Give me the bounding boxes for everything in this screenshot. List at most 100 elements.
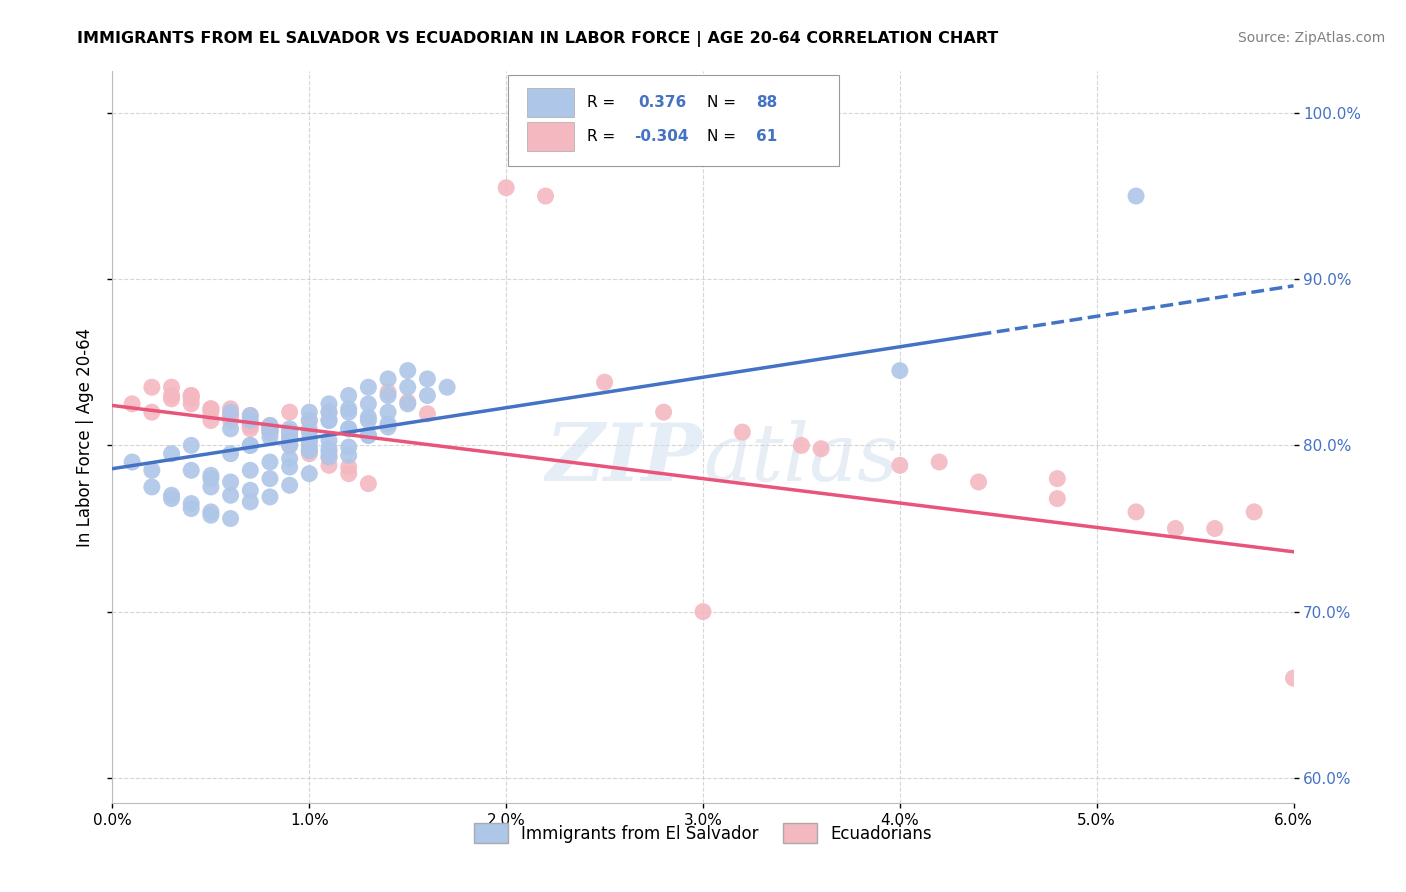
Point [1243, 505, 1265, 519]
Point [278, 425, 301, 439]
Point [396, 395, 419, 409]
Point [160, 388, 183, 402]
Point [416, 372, 439, 386]
Point [318, 458, 340, 473]
Point [141, 480, 163, 494]
Point [337, 448, 360, 462]
Point [1125, 505, 1147, 519]
Y-axis label: In Labor Force | Age 20-64: In Labor Force | Age 20-64 [76, 327, 94, 547]
Point [318, 413, 340, 427]
Point [200, 401, 222, 416]
Point [337, 405, 360, 419]
Point [377, 417, 399, 431]
Point [180, 388, 202, 402]
Point [239, 418, 262, 433]
Text: 0.376: 0.376 [638, 95, 686, 111]
Point [318, 413, 340, 427]
Point [219, 422, 242, 436]
Point [219, 405, 242, 419]
Point [298, 434, 321, 448]
Point [278, 430, 301, 444]
Point [259, 425, 281, 439]
Text: N =: N = [707, 129, 735, 144]
Point [416, 388, 439, 402]
Point [180, 388, 202, 402]
Point [337, 460, 360, 475]
Point [239, 413, 262, 427]
Point [278, 405, 301, 419]
Point [298, 425, 321, 439]
Point [259, 418, 281, 433]
Point [121, 455, 143, 469]
Point [239, 483, 262, 498]
Point [239, 438, 262, 452]
Point [298, 443, 321, 458]
Point [357, 380, 380, 394]
Point [278, 438, 301, 452]
Point [1164, 521, 1187, 535]
Point [141, 405, 163, 419]
Text: 61: 61 [756, 129, 778, 144]
Text: IMMIGRANTS FROM EL SALVADOR VS ECUADORIAN IN LABOR FORCE | AGE 20-64 CORRELATION: IMMIGRANTS FROM EL SALVADOR VS ECUADORIA… [77, 31, 998, 47]
FancyBboxPatch shape [527, 88, 574, 118]
Point [357, 428, 380, 442]
Point [298, 405, 321, 419]
Point [259, 430, 281, 444]
Point [357, 413, 380, 427]
Point [337, 467, 360, 481]
Point [928, 455, 950, 469]
Point [318, 442, 340, 456]
Point [239, 409, 262, 423]
Point [1046, 472, 1069, 486]
Point [298, 413, 321, 427]
Point [396, 363, 419, 377]
Point [259, 422, 281, 436]
Point [180, 501, 202, 516]
Point [278, 451, 301, 466]
Point [180, 463, 202, 477]
Point [200, 413, 222, 427]
Point [219, 413, 242, 427]
Point [259, 425, 281, 439]
Point [298, 434, 321, 448]
Point [298, 447, 321, 461]
Point [200, 508, 222, 523]
Point [219, 409, 242, 423]
Point [593, 375, 616, 389]
Text: R =: R = [588, 129, 620, 144]
Point [967, 475, 990, 489]
Point [160, 380, 183, 394]
Text: Source: ZipAtlas.com: Source: ZipAtlas.com [1237, 31, 1385, 45]
Point [377, 385, 399, 400]
Point [219, 511, 242, 525]
Point [239, 463, 262, 477]
Point [337, 422, 360, 436]
Point [298, 438, 321, 452]
Point [259, 418, 281, 433]
Point [357, 410, 380, 425]
Point [318, 397, 340, 411]
Point [180, 397, 202, 411]
Point [889, 363, 911, 377]
Point [357, 428, 380, 442]
Point [219, 488, 242, 502]
Point [259, 490, 281, 504]
Point [141, 463, 163, 477]
Point [318, 405, 340, 419]
Point [160, 491, 183, 506]
Point [1125, 189, 1147, 203]
Point [357, 397, 380, 411]
Point [219, 409, 242, 423]
Point [318, 445, 340, 459]
Point [160, 392, 183, 406]
Point [357, 476, 380, 491]
Point [239, 418, 262, 433]
Legend: Immigrants from El Salvador, Ecuadorians: Immigrants from El Salvador, Ecuadorians [468, 817, 938, 849]
Point [160, 488, 183, 502]
Point [298, 467, 321, 481]
Point [298, 443, 321, 458]
Point [141, 380, 163, 394]
FancyBboxPatch shape [508, 75, 839, 167]
Point [219, 447, 242, 461]
Point [652, 405, 675, 419]
